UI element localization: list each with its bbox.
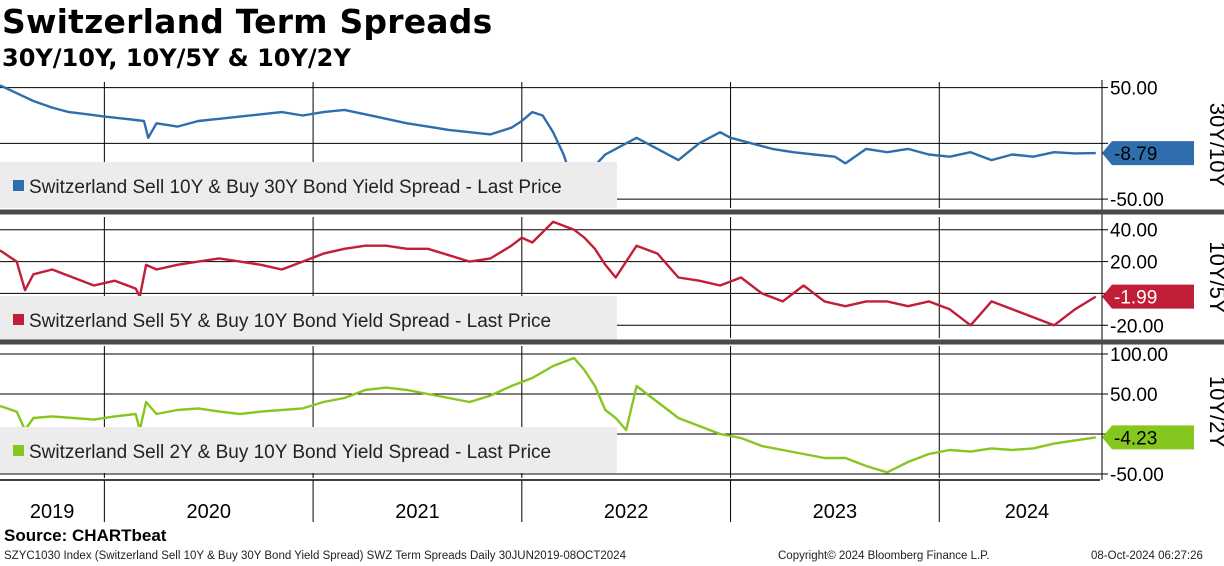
last-value-label: -8.79: [1114, 144, 1157, 165]
y-tick-label: 100.00: [1110, 345, 1168, 366]
y-tick-label: 20.00: [1110, 253, 1158, 274]
x-tick-label: 2020: [186, 501, 231, 523]
series-line-3: [0, 356, 1096, 474]
legend-1: Switzerland Sell 10Y & Buy 30Y Bond Yiel…: [0, 162, 617, 208]
legend-text: Switzerland Sell 10Y & Buy 30Y Bond Yiel…: [29, 177, 562, 198]
panel-label: 10Y/5Y: [1205, 241, 1224, 313]
legend-background: [0, 427, 617, 473]
y-tick-label: 50.00: [1110, 385, 1158, 406]
y-tick-label: -20.00: [1110, 316, 1164, 337]
footer-index-info: SZYC1030 Index (Switzerland Sell 10Y & B…: [4, 550, 626, 562]
x-tick-label: 2023: [813, 501, 858, 523]
panel-separator: [0, 209, 1224, 215]
chart-subtitle: 30Y/10Y, 10Y/5Y & 10Y/2Y: [2, 44, 351, 72]
y-tick-label: -50.00: [1110, 465, 1164, 486]
legend-background: [0, 296, 617, 342]
y-tick-label: -50.00: [1110, 190, 1164, 211]
y-tick-label: 40.00: [1110, 221, 1158, 242]
x-tick-label: 2021: [395, 501, 440, 523]
series-line-2: [0, 220, 1097, 327]
legend-text: Switzerland Sell 2Y & Buy 10Y Bond Yield…: [29, 442, 551, 463]
y-tick-label: 50.00: [1110, 79, 1158, 100]
last-value-tag: [1102, 425, 1194, 450]
panel-label: 30Y/10Y: [1205, 103, 1224, 188]
legend-swatch: [13, 314, 24, 325]
chart-title: Switzerland Term Spreads: [2, 2, 493, 41]
series-line-1: [0, 84, 1096, 195]
panel-separator: [0, 339, 1224, 345]
last-value-label: -1.99: [1114, 288, 1157, 309]
last-value-tag: [1102, 284, 1194, 309]
x-tick-label: 2024: [1005, 501, 1050, 523]
legend-swatch: [13, 180, 24, 191]
x-tick-label: 2019: [30, 501, 75, 523]
footer-timestamp: 08-Oct-2024 06:27:26: [1091, 550, 1203, 562]
legend-background: [0, 162, 617, 208]
legend-2: Switzerland Sell 5Y & Buy 10Y Bond Yield…: [0, 296, 617, 342]
source-note: Source: CHARTbeat: [4, 526, 167, 545]
x-tick-label: 2022: [604, 501, 649, 523]
last-value-tag: [1102, 141, 1194, 166]
last-value-label: -4.23: [1114, 428, 1157, 449]
footer-copyright: Copyright© 2024 Bloomberg Finance L.P.: [778, 550, 990, 562]
legend-swatch: [13, 445, 24, 456]
legend-text: Switzerland Sell 5Y & Buy 10Y Bond Yield…: [29, 311, 551, 332]
legend-3: Switzerland Sell 2Y & Buy 10Y Bond Yield…: [0, 427, 617, 473]
panel-label: 10Y/2Y: [1205, 376, 1224, 448]
